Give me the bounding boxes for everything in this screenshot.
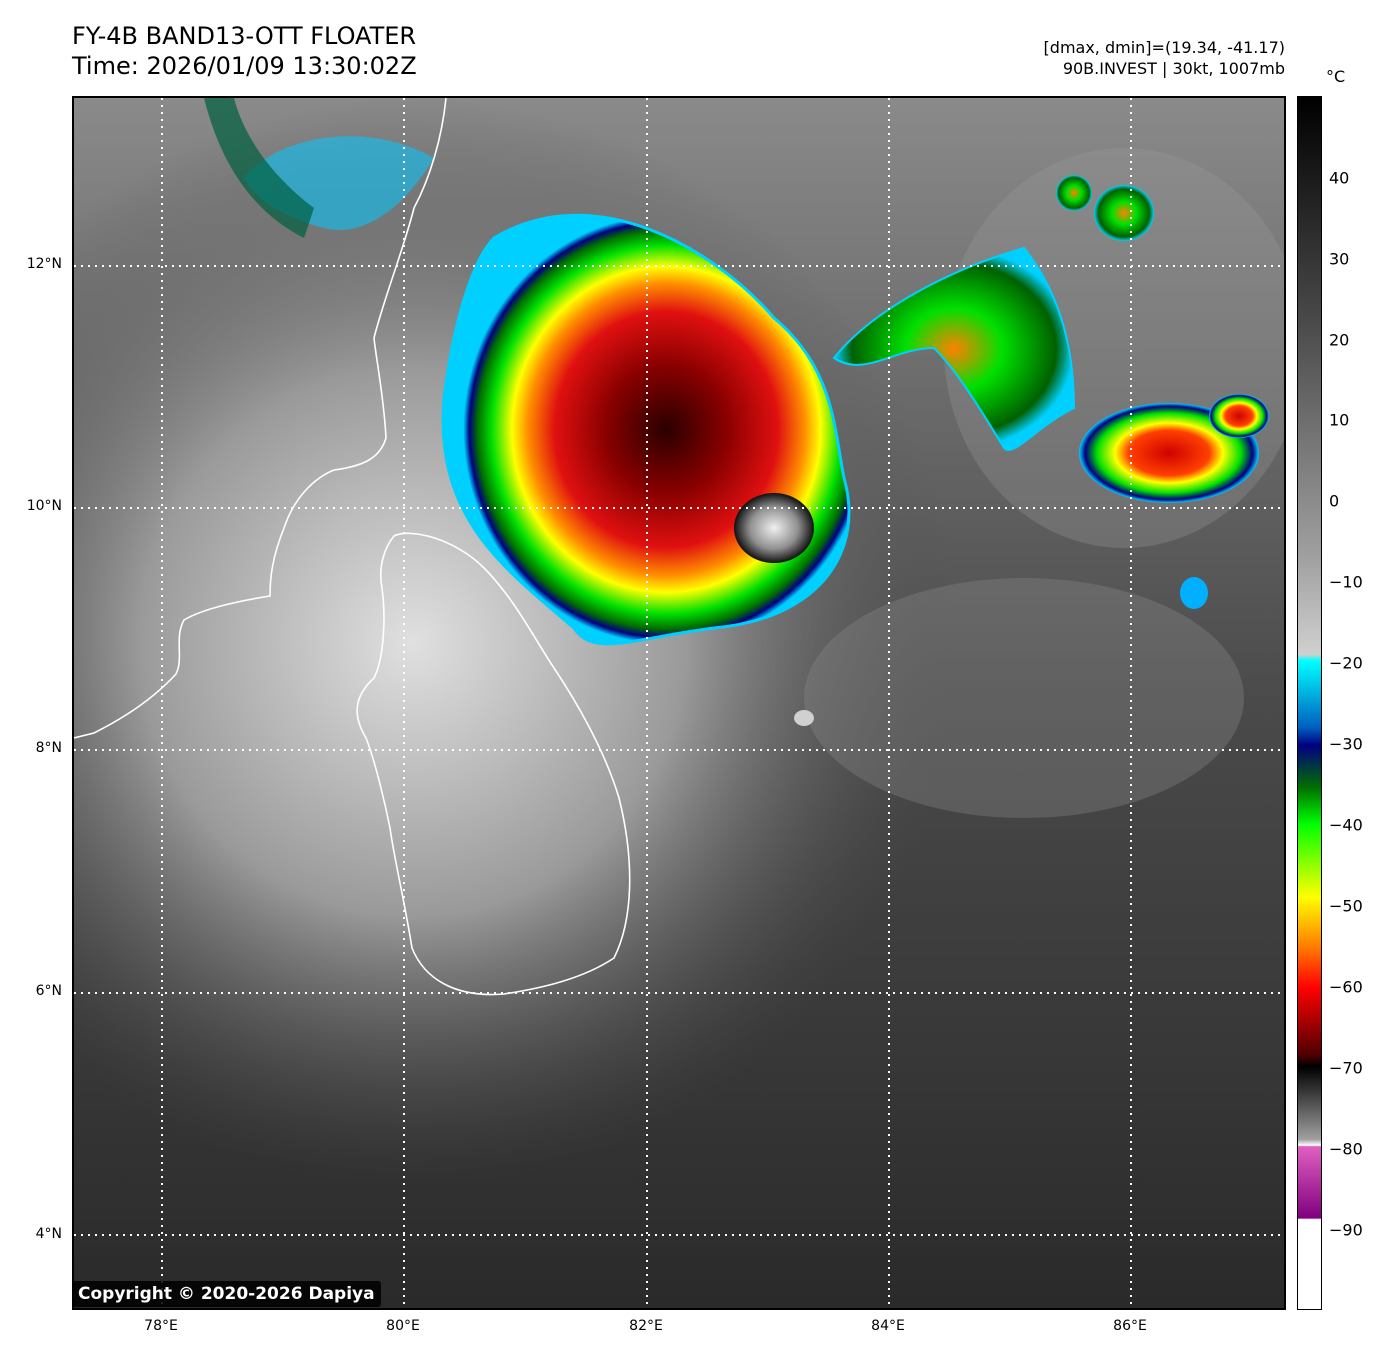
lon-label-80e: 80°E	[386, 1318, 420, 1334]
colorbar-tick: −10	[1329, 572, 1363, 592]
colorbar-tick: 0	[1329, 491, 1340, 511]
copyright-label: Copyright © 2020-2026 Dapiya	[72, 1281, 381, 1307]
colorbar-tick: 40	[1329, 168, 1350, 188]
colorbar-tick: 10	[1329, 410, 1350, 430]
meta-dmax-dmin: [dmax, dmin]=(19.34, -41.17)	[1043, 38, 1285, 57]
lat-label-4n: 4°N	[35, 1226, 62, 1242]
colorbar-tick: −60	[1329, 977, 1363, 997]
colorbar-tick: 20	[1329, 330, 1350, 350]
lon-label-84e: 84°E	[871, 1318, 905, 1334]
lon-label-78e: 78°E	[144, 1318, 178, 1334]
coastline	[74, 98, 631, 996]
colorbar-tick: −80	[1329, 1139, 1363, 1159]
satellite-map	[72, 96, 1286, 1310]
lat-label-10n: 10°N	[26, 498, 62, 514]
lon-label-86e: 86°E	[1113, 1318, 1147, 1334]
colorbar	[1297, 96, 1322, 1310]
lat-label-6n: 6°N	[35, 983, 62, 999]
colorbar-tick: −70	[1329, 1058, 1363, 1078]
lon-label-82e: 82°E	[629, 1318, 663, 1334]
colorbar-tick: 30	[1329, 249, 1350, 269]
colorbar-tick: −20	[1329, 653, 1363, 673]
colorbar-tick: −90	[1329, 1220, 1363, 1240]
colorbar-tick: −30	[1329, 734, 1363, 754]
lat-label-8n: 8°N	[35, 740, 62, 756]
title-line-2: Time: 2026/01/09 13:30:02Z	[72, 52, 417, 80]
meta-storm-info: 90B.INVEST | 30kt, 1007mb	[1062, 59, 1285, 78]
map-gridlines	[74, 98, 1284, 1308]
satellite-imagery	[74, 98, 1284, 1308]
colorbar-tick: −40	[1329, 815, 1363, 835]
lat-label-12n: 12°N	[26, 256, 62, 272]
colorbar-tick: −50	[1329, 896, 1363, 916]
colorbar-unit: °C	[1326, 67, 1346, 86]
title-line-1: FY-4B BAND13-OTT FLOATER	[72, 22, 417, 50]
